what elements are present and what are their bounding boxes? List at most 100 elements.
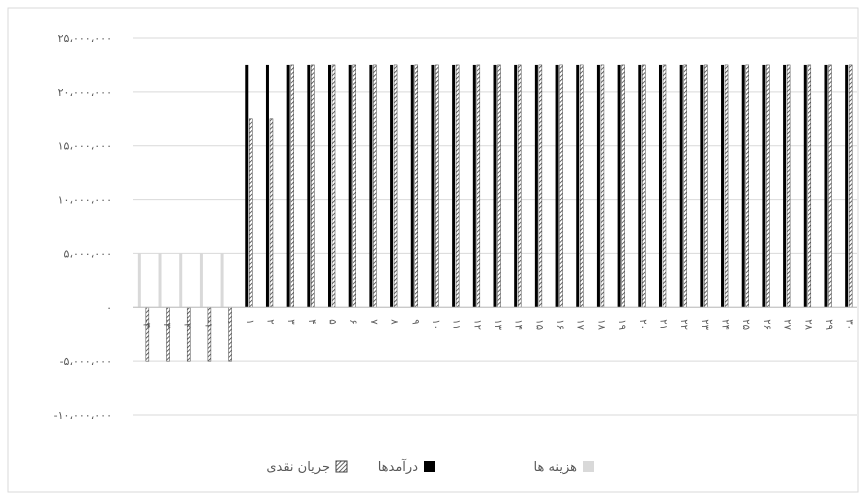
y-tick-label: ۵،۰۰۰،۰۰۰ bbox=[64, 247, 112, 260]
bar-revenues bbox=[431, 64, 435, 308]
x-tick-label: ۲۱ bbox=[657, 319, 668, 330]
bar-revenues bbox=[555, 64, 559, 308]
bar-cash-flow bbox=[621, 64, 625, 308]
bar-cash-flow bbox=[476, 64, 481, 308]
x-tick-label: ۲۹ bbox=[823, 319, 834, 330]
legend-label: هزینه ها bbox=[534, 460, 578, 475]
bar-cash-flow bbox=[538, 64, 543, 308]
bar-cash-flow bbox=[828, 64, 832, 308]
bar-revenues bbox=[410, 64, 414, 308]
bar-cash-flow bbox=[228, 307, 232, 362]
bar-revenues bbox=[721, 64, 725, 308]
x-tick-label: ۱ bbox=[244, 319, 255, 324]
bar-cash-flow bbox=[807, 64, 812, 308]
bar-cash-flow bbox=[704, 64, 708, 308]
x-tick-label: ۱۱ bbox=[451, 319, 462, 330]
y-axis-ticks: ۲۵،۰۰۰،۰۰۰ ۲۰،۰۰۰،۰۰۰ ۱۵،۰۰۰،۰۰۰ ۱۰،۰۰۰،۰۰۰… bbox=[54, 32, 112, 422]
legend-label: درآمدها bbox=[378, 458, 418, 475]
bar-revenues bbox=[762, 64, 766, 308]
bars bbox=[133, 64, 857, 362]
bar-expenses bbox=[179, 253, 183, 308]
bar-revenues bbox=[679, 64, 683, 308]
bar-revenues bbox=[700, 64, 704, 308]
bar-cash-flow bbox=[745, 64, 749, 308]
y-tick-label: ۲۵،۰۰۰،۰۰۰ bbox=[58, 32, 112, 45]
bar-revenues bbox=[658, 64, 662, 308]
x-tick-label: ۵ bbox=[327, 319, 338, 324]
bar-revenues bbox=[452, 64, 456, 308]
bar-revenues bbox=[741, 64, 745, 308]
y-tick-label: ۲۰،۰۰۰،۰۰۰ bbox=[58, 86, 112, 99]
bar-revenues bbox=[638, 64, 642, 308]
bar-cash-flow bbox=[269, 118, 274, 308]
y-tick-label: ۰ bbox=[106, 301, 112, 314]
bar-revenues bbox=[803, 64, 807, 308]
bar-cash-flow bbox=[145, 307, 150, 362]
bar-expenses bbox=[158, 253, 162, 308]
legend-label: جریان نقدی bbox=[266, 460, 330, 475]
bar-cash-flow bbox=[517, 64, 522, 308]
x-tick-label: ۱۸ bbox=[595, 319, 606, 330]
x-tick-label: ۱۵ bbox=[533, 319, 544, 330]
bar-revenues bbox=[265, 64, 269, 308]
bar-cash-flow bbox=[683, 64, 687, 308]
bar-cash-flow bbox=[290, 64, 294, 308]
legend-swatch bbox=[335, 460, 348, 473]
x-tick-label: ۲ bbox=[264, 319, 275, 324]
bar-cash-flow bbox=[393, 64, 398, 308]
x-tick-label: ۷ bbox=[368, 319, 379, 325]
x-tick-label: ۴ bbox=[306, 319, 317, 324]
x-tick-label: ۱۹ bbox=[616, 319, 627, 330]
bar-cash-flow bbox=[249, 118, 253, 308]
x-tick-label: -۲ bbox=[182, 319, 193, 328]
x-tick-label: ۲۴ bbox=[720, 319, 731, 330]
legend: هزینه ها درآمدها جریان نقدی bbox=[266, 458, 594, 475]
bar-cash-flow bbox=[786, 64, 791, 308]
x-tick-label: -۳ bbox=[161, 319, 172, 329]
x-tick-label: ۹ bbox=[409, 319, 420, 324]
x-tick-label: ۲۵ bbox=[740, 319, 751, 330]
x-tick-label: ۳۰ bbox=[844, 319, 855, 330]
bar-cash-flow bbox=[662, 64, 667, 308]
y-tick-label: -۵،۰۰۰،۰۰۰ bbox=[60, 355, 112, 368]
bar-revenues bbox=[328, 64, 332, 308]
bar-cash-flow bbox=[848, 64, 853, 308]
bar-cash-flow bbox=[414, 64, 419, 308]
x-tick-label: ۶ bbox=[347, 319, 358, 324]
x-tick-label: -۴ bbox=[140, 319, 151, 328]
bar-revenues bbox=[576, 64, 580, 308]
bar-revenues bbox=[390, 64, 394, 308]
bar-cash-flow bbox=[579, 64, 584, 308]
bar-cash-flow bbox=[497, 64, 501, 308]
y-tick-label: ۱۰،۰۰۰،۰۰۰ bbox=[58, 194, 112, 207]
bar-cash-flow bbox=[186, 307, 191, 362]
bar-cash-flow bbox=[600, 64, 605, 308]
x-tick-label: ۲۳ bbox=[699, 319, 710, 330]
x-tick-label: ۲۲ bbox=[678, 319, 689, 330]
bar-cash-flow bbox=[435, 64, 439, 308]
x-tick-label: ۲۶ bbox=[761, 319, 772, 330]
bar-cash-flow bbox=[207, 307, 212, 362]
bar-cash-flow bbox=[766, 64, 770, 308]
x-tick-label: ۲۰ bbox=[637, 319, 648, 330]
x-tick-label: ۱۰ bbox=[430, 319, 441, 330]
x-tick-label: ۰ bbox=[223, 319, 234, 324]
bar-revenues bbox=[348, 64, 352, 308]
bar-expenses bbox=[137, 253, 141, 308]
bar-cash-flow bbox=[642, 64, 646, 308]
bar-cash-flow bbox=[311, 64, 315, 308]
x-tick-label: ۱۶ bbox=[554, 319, 565, 330]
bar-cash-flow bbox=[559, 64, 563, 308]
x-tick-label: ۱۴ bbox=[513, 319, 524, 330]
bar-revenues bbox=[617, 64, 621, 308]
bar-revenues bbox=[369, 64, 373, 308]
bar-revenues bbox=[493, 64, 497, 308]
bar-revenues bbox=[514, 64, 518, 308]
bar-cash-flow bbox=[724, 64, 729, 308]
bar-revenues bbox=[245, 64, 249, 308]
y-tick-label: ۱۵،۰۰۰،۰۰۰ bbox=[58, 140, 112, 153]
bar-expenses bbox=[199, 253, 203, 308]
x-tick-label: ۱۲ bbox=[471, 319, 482, 330]
